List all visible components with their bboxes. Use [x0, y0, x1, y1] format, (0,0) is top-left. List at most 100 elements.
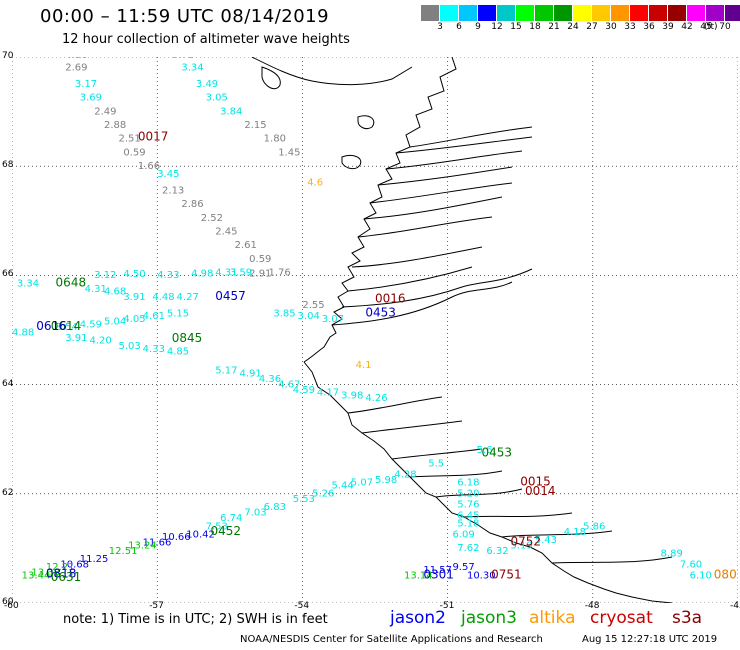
wave-height-value: 3.91	[65, 333, 87, 344]
wave-height-value: 4.6	[307, 177, 323, 188]
wave-height-value: 13.24	[128, 540, 157, 551]
wave-height-value: 9.57	[452, 562, 474, 573]
wave-height-value: 3.17	[75, 79, 97, 90]
wave-height-value: 4.27	[177, 292, 199, 303]
wave-height-value: 5.43	[535, 535, 557, 546]
pass-time-label: 0616	[36, 319, 67, 333]
pass-time-label: 0818	[46, 566, 77, 580]
wave-height-value: 4.85	[167, 347, 189, 358]
wave-height-value: 4.98	[191, 268, 213, 279]
wave-height-value: 10.68	[60, 560, 89, 571]
scale-label: 6	[456, 22, 462, 32]
pass-time-label: 0016	[375, 292, 406, 306]
wave-height-value: 5.86	[583, 521, 605, 532]
wave-height-value: 6.18	[457, 478, 479, 489]
color-scale-labels: 3 6 9 12 15 18 21 24 27 30 33 36 39 42 45 70	[421, 22, 740, 36]
scale-swatch	[497, 5, 516, 21]
wave-height-value: 4.17	[317, 388, 339, 399]
wave-height-value: 4.33	[157, 270, 179, 281]
wave-height-value: 3.04	[298, 311, 320, 322]
wave-height-value: 3.49	[196, 79, 218, 90]
wave-height-value: 5.76	[457, 499, 479, 510]
wave-height-value: 4.91	[239, 368, 261, 379]
wave-height-value: 3.07	[322, 314, 344, 325]
wave-height-value: 2.88	[104, 120, 126, 131]
map-title: 00:00 – 11:59 UTC 08/14/2019	[40, 6, 330, 27]
scale-label: 33	[624, 22, 636, 32]
pass-time-label: 0802	[714, 567, 738, 581]
wave-height-value: 4.61	[143, 311, 165, 322]
scale-label: 9	[475, 22, 481, 32]
longitude-label: -60	[4, 601, 19, 611]
wave-height-value: 7.53	[206, 521, 228, 532]
satellite-legend-s3a: s3a	[672, 608, 703, 628]
wave-height-value: 2.91	[249, 268, 271, 279]
satellite-legend-cryosat: cryosat	[590, 608, 653, 628]
wave-height-value: 4.05	[123, 314, 145, 325]
wave-height-value: 3.69	[80, 93, 102, 104]
scale-label: 24	[567, 22, 579, 32]
wave-height-value: 7.60	[680, 560, 702, 571]
wave-height-value: 5.15	[167, 308, 189, 319]
wave-height-value: 2.13	[162, 186, 184, 197]
latitude-label: 68	[2, 160, 14, 171]
wave-height-value: 8.89	[661, 549, 683, 560]
scale-swatch	[554, 5, 573, 21]
credit-line: NOAA/NESDIS Center for Satellite Applica…	[240, 634, 543, 645]
pass-time-label: 0017	[138, 130, 169, 144]
wave-height-value: 5.6	[477, 445, 493, 456]
scale-swatch	[440, 5, 459, 21]
scale-swatch	[687, 5, 706, 21]
scale-swatch	[649, 5, 668, 21]
wave-height-value: 1.45	[278, 147, 300, 158]
wave-height-value: 5.04	[104, 317, 126, 328]
longitude-label: -51	[439, 601, 455, 611]
scale-swatch	[725, 5, 740, 21]
pass-time-label: 0014	[525, 484, 556, 498]
wave-height-value: 5.20	[457, 489, 479, 500]
wave-height-value: 6.45	[457, 510, 479, 521]
latitude-label: 62	[2, 487, 14, 498]
wave-height-value: 5.03	[118, 341, 140, 352]
pass-time-label: 0752	[511, 535, 542, 549]
wave-height-value: 2.86	[181, 199, 203, 210]
wave-height-value: 5.98	[375, 475, 397, 486]
wave-height-value: 4.31	[215, 267, 237, 278]
wave-height-value: 3.45	[157, 169, 179, 180]
wave-height-value: 11.25	[80, 554, 109, 565]
pass-time-label: 0614	[51, 319, 82, 333]
wave-height-value: 13.44	[22, 570, 51, 581]
pass-time-label: 0452	[210, 524, 241, 538]
scale-swatch	[573, 5, 592, 21]
longitude-label: -57	[149, 601, 164, 611]
generated-timestamp: Aug 15 12:27:18 UTC 2019	[582, 634, 718, 645]
map-canvas: 4.16 3.17 3.69 3.71 3.34 3.49 3.05 3.84 3.45 2.69…	[12, 57, 738, 603]
latitude-label: 60	[2, 597, 14, 607]
scale-label: 3	[437, 22, 443, 32]
pass-time-label: 0453	[481, 446, 512, 460]
wave-height-value: 5.19	[511, 540, 533, 551]
wave-height-value: 3.85	[273, 308, 295, 319]
color-scale-unit: (ft)	[704, 22, 718, 32]
wave-height-value: 6.32	[486, 546, 508, 557]
satellite-legend-jason2: jason2	[390, 608, 446, 628]
map-subtitle: 12 hour collection of altimeter wave hei…	[62, 32, 350, 47]
scale-label: 21	[548, 22, 560, 32]
wave-height-value: 4.18	[564, 527, 586, 538]
scale-swatch	[421, 5, 440, 21]
pass-time-label: 0751	[491, 567, 522, 581]
wave-height-value: 11.57	[423, 565, 452, 576]
wave-height-value: 6.09	[452, 529, 474, 540]
scale-swatch	[592, 5, 611, 21]
wave-height-value: 4.33	[143, 344, 165, 355]
wave-height-value: 11.66	[143, 538, 172, 549]
pass-time-label: 0015	[520, 475, 551, 489]
scale-label: 30	[605, 22, 617, 32]
wave-height-value: 4.36	[259, 374, 281, 385]
wave-height-value: 3.12	[94, 270, 116, 281]
wave-height-value: 2.69	[65, 63, 87, 74]
wave-height-value: 4.20	[89, 336, 111, 347]
wave-height-value: 1.80	[264, 134, 286, 145]
wave-height-value: 3.98	[341, 390, 363, 401]
